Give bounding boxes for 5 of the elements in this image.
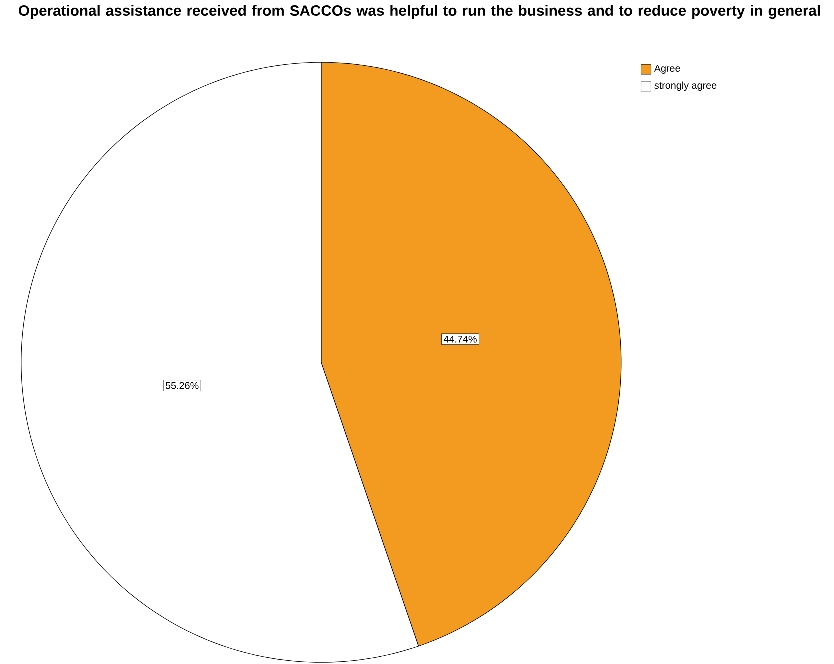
chart-title: Operational assistance received from SACCOs was helpful to run the business and to reduce poverty in general	[19, 5, 820, 20]
legend-label: Agree	[654, 65, 680, 74]
legend-label: strongly agree	[654, 82, 717, 92]
data-label: 55.26%	[166, 382, 199, 390]
data-label: 44.74%	[444, 336, 477, 344]
